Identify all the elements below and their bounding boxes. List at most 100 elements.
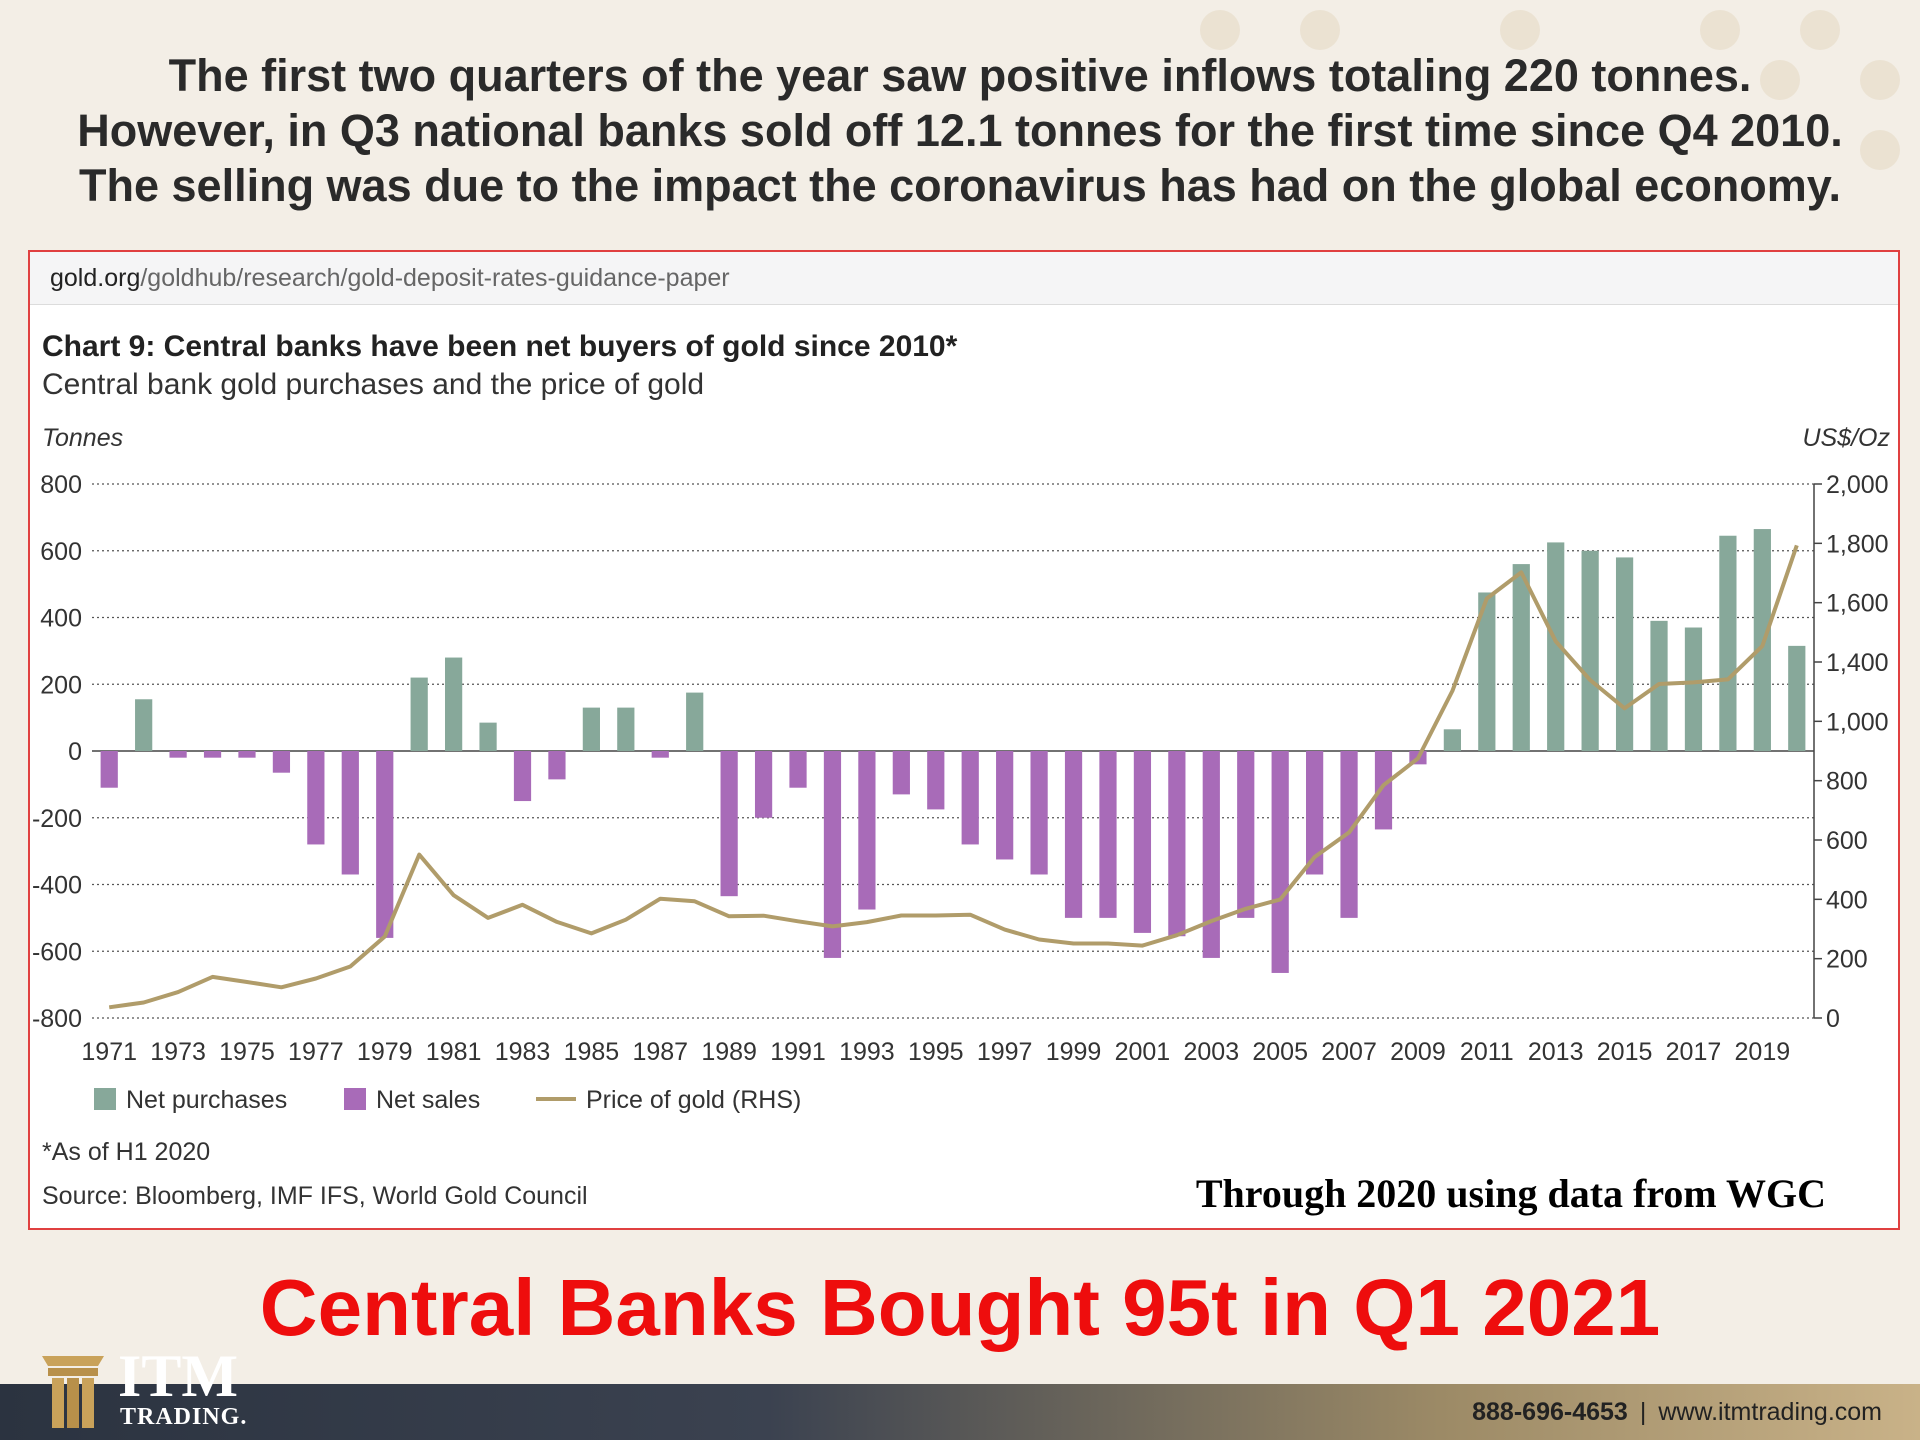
bar-net-sale (376, 751, 394, 938)
bar-net-sale (513, 751, 532, 802)
y-tick-label: -600 (32, 938, 82, 966)
x-tick-label: 2009 (1390, 1038, 1446, 1066)
x-tick-label: 1973 (150, 1038, 206, 1066)
bar-net-sale (789, 751, 807, 788)
bar-net-sale (996, 751, 1014, 860)
y-right-tick-label: 0 (1826, 1005, 1840, 1033)
x-tick-label: 1999 (1046, 1038, 1102, 1066)
y-tick-label: -800 (32, 1005, 82, 1033)
url-path: /goldhub/research/gold-deposit-rates-gui… (140, 264, 730, 292)
x-tick-label: 1977 (288, 1038, 344, 1066)
bar-net-sale (341, 751, 359, 875)
bar-net-sale (858, 751, 876, 910)
bar-net-sale (238, 751, 256, 758)
brand-name: ITM (118, 1343, 238, 1409)
x-tick-label: 1983 (495, 1038, 551, 1066)
bar-net-sale (1168, 751, 1186, 937)
y-right-tick-label: 200 (1826, 946, 1868, 974)
headline-line-3: The selling was due to the impact the co… (79, 160, 1841, 211)
bar-net-purchase (617, 707, 635, 751)
bar-net-purchase (1719, 535, 1737, 751)
brand-tagline: TRADING. (120, 1404, 248, 1430)
price-line (108, 544, 1799, 1010)
y-right-tick-label: 2,000 (1826, 471, 1889, 499)
chart-title: Chart 9: Central banks have been net buy… (42, 330, 958, 363)
bar-net-sale (1271, 751, 1289, 973)
bar-net-sale (651, 751, 669, 758)
contact-info: 888-696-4653 | www.itmtrading.com (1472, 1384, 1882, 1440)
headline-line-2: However, in Q3 national banks sold off 1… (77, 105, 1843, 156)
bar-net-purchase (1581, 550, 1599, 751)
x-tick-label: 2017 (1666, 1038, 1722, 1066)
headline: The first two quarters of the year saw p… (20, 48, 1900, 213)
phone-number[interactable]: 888-696-4653 (1472, 1398, 1628, 1426)
promo-headline: Central Banks Bought 95t in Q1 2021 (259, 1263, 1661, 1352)
screenshot-panel: gold.org/goldhub/research/gold-deposit-r… (28, 250, 1900, 1230)
y-right-tick-label: 400 (1826, 886, 1868, 914)
footnote-source: Source: Bloomberg, IMF IFS, World Gold C… (42, 1182, 588, 1210)
y-tick-label: 400 (40, 605, 82, 633)
bar-net-sale (307, 751, 325, 845)
y-tick-label: -200 (32, 805, 82, 833)
bar-net-sale (1202, 751, 1220, 958)
bar-net-sale (100, 751, 118, 788)
bar-net-purchase (686, 692, 704, 751)
x-tick-label: 1987 (632, 1038, 688, 1066)
x-tick-label: 2001 (1115, 1038, 1171, 1066)
bar-net-purchase (1547, 542, 1565, 751)
url-bar[interactable]: gold.org/goldhub/research/gold-deposit-r… (30, 252, 1898, 305)
bar-net-sale (272, 751, 291, 773)
x-tick-label: 2019 (1735, 1038, 1791, 1066)
bar-net-sale (1237, 751, 1255, 918)
legend-swatch-sales (344, 1088, 366, 1110)
itm-logo: ITM TRADING. (38, 1343, 258, 1440)
bar-net-purchase (1684, 627, 1703, 751)
legend-label-purchases: Net purchases (126, 1086, 287, 1114)
x-tick-label: 1993 (839, 1038, 895, 1066)
website-link[interactable]: www.itmtrading.com (1658, 1398, 1882, 1426)
url-host: gold.org (50, 264, 141, 292)
bar-net-purchase (135, 699, 153, 751)
x-tick-label: 1975 (219, 1038, 275, 1066)
pillar-logo-icon (42, 1356, 104, 1428)
bar-net-purchase (479, 722, 497, 751)
bar-net-sale (1133, 751, 1152, 933)
bar-net-sale (1374, 751, 1393, 830)
y-tick-label: 0 (68, 738, 82, 766)
x-tick-label: 2011 (1460, 1038, 1514, 1066)
bar-net-sale (892, 751, 910, 795)
y-right-tick-label: 600 (1826, 827, 1868, 855)
x-tick-label: 2005 (1252, 1038, 1308, 1066)
y-right-tick-label: 800 (1826, 768, 1868, 796)
bar-net-sale (548, 751, 566, 780)
footnote-as-of: *As of H1 2020 (42, 1138, 211, 1166)
y-right-tick-label: 1,800 (1826, 530, 1889, 558)
bar-net-sale (169, 751, 187, 758)
bar-net-sale (961, 751, 979, 845)
x-tick-label: 1991 (770, 1038, 826, 1066)
legend-label-sales: Net sales (376, 1086, 480, 1114)
y-tick-label: 600 (40, 538, 82, 566)
x-tick-label: 1989 (701, 1038, 757, 1066)
x-tick-label: 2007 (1321, 1038, 1377, 1066)
x-tick-label: 2015 (1597, 1038, 1653, 1066)
x-tick-label: 1985 (564, 1038, 620, 1066)
x-tick-label: 1981 (426, 1038, 482, 1066)
y-tick-label: 800 (40, 471, 82, 499)
chart: 800 600 400 200 0 -200 -400 -600 -800 2,000 1,800 1… (32, 424, 1891, 1114)
bar-net-purchase (410, 677, 428, 751)
x-tick-label: 1971 (81, 1038, 137, 1066)
x-tick-label: 2003 (1183, 1038, 1239, 1066)
annotation-note: Through 2020 using data from WGC (1195, 1171, 1826, 1216)
bar-net-sale (203, 751, 222, 758)
bar-net-sale (720, 751, 738, 897)
bar-net-purchase (582, 707, 600, 751)
y-right-tick-label: 1,400 (1826, 649, 1889, 677)
bar-net-sale (1306, 751, 1324, 875)
headline-line-1: The first two quarters of the year saw p… (168, 50, 1752, 101)
decorative-pattern (1160, 0, 1920, 240)
bar-net-sale (823, 751, 842, 958)
y-tick-label: -400 (32, 872, 82, 900)
bar-net-sale (1099, 751, 1117, 918)
y-right-tick-label: 1,600 (1826, 590, 1889, 618)
